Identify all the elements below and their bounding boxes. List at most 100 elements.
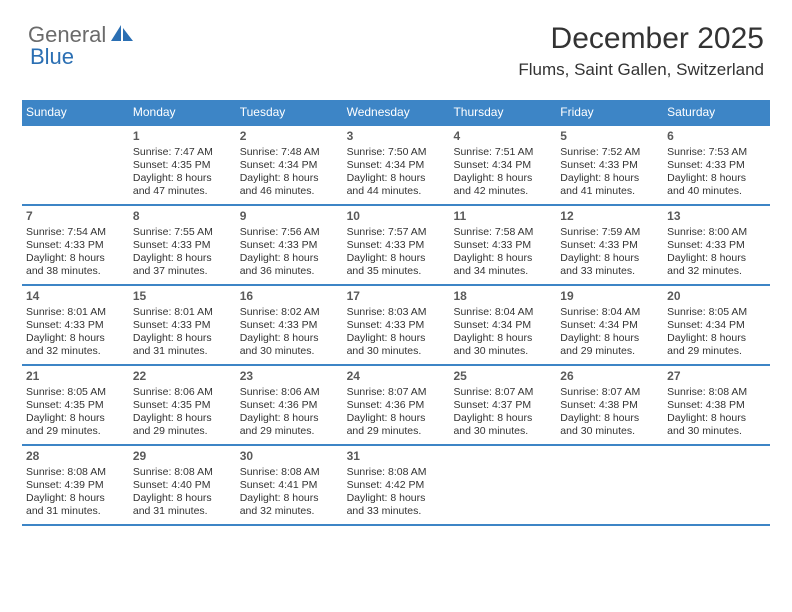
weekday-header-row: SundayMondayTuesdayWednesdayThursdayFrid… <box>22 100 770 124</box>
daylight-text: Daylight: 8 hours <box>347 332 446 345</box>
day-number: 8 <box>133 209 232 224</box>
day-cell: 20Sunrise: 8:05 AMSunset: 4:34 PMDayligh… <box>663 286 770 364</box>
week-row: 21Sunrise: 8:05 AMSunset: 4:35 PMDayligh… <box>22 364 770 444</box>
daylight-text: and 34 minutes. <box>453 265 552 278</box>
sunrise-text: Sunrise: 8:06 AM <box>240 386 339 399</box>
weekday-header: Saturday <box>663 100 770 124</box>
sunrise-text: Sunrise: 7:48 AM <box>240 146 339 159</box>
daylight-text: and 38 minutes. <box>26 265 125 278</box>
day-cell: 6Sunrise: 7:53 AMSunset: 4:33 PMDaylight… <box>663 126 770 204</box>
sunset-text: Sunset: 4:41 PM <box>240 479 339 492</box>
day-number: 25 <box>453 369 552 384</box>
sunrise-text: Sunrise: 7:54 AM <box>26 226 125 239</box>
day-cell: 22Sunrise: 8:06 AMSunset: 4:35 PMDayligh… <box>129 366 236 444</box>
day-cell: 2 Sunrise: 7:48 AMSunset: 4:34 PMDaylight… <box>236 126 343 204</box>
daylight-text: Daylight: 8 hours <box>347 172 446 185</box>
day-number: 21 <box>26 369 125 384</box>
daylight-text: and 46 minutes. <box>240 185 339 198</box>
day-number: 20 <box>667 289 766 304</box>
day-cell <box>556 446 663 524</box>
sunset-text: Sunset: 4:38 PM <box>560 399 659 412</box>
sunset-text: Sunset: 4:39 PM <box>26 479 125 492</box>
weekday-header: Sunday <box>22 100 129 124</box>
sunrise-text: Sunrise: 8:02 AM <box>240 306 339 319</box>
daylight-text: and 44 minutes. <box>347 185 446 198</box>
day-cell: 7Sunrise: 7:54 AMSunset: 4:33 PMDaylight… <box>22 206 129 284</box>
sunrise-text: Sunrise: 8:03 AM <box>347 306 446 319</box>
day-cell: 10Sunrise: 7:57 AMSunset: 4:33 PMDayligh… <box>343 206 450 284</box>
daylight-text: and 36 minutes. <box>240 265 339 278</box>
daylight-text: and 47 minutes. <box>133 185 232 198</box>
daylight-text: and 30 minutes. <box>240 345 339 358</box>
day-number: 22 <box>133 369 232 384</box>
daylight-text: and 31 minutes. <box>133 345 232 358</box>
daylight-text: Daylight: 8 hours <box>347 492 446 505</box>
daylight-text: Daylight: 8 hours <box>560 332 659 345</box>
day-number: 3 <box>347 129 446 144</box>
daylight-text: Daylight: 8 hours <box>667 172 766 185</box>
sunrise-text: Sunrise: 8:07 AM <box>560 386 659 399</box>
day-number: 4 <box>453 129 552 144</box>
day-number: 26 <box>560 369 659 384</box>
daylight-text: and 32 minutes. <box>26 345 125 358</box>
week-row: 14Sunrise: 8:01 AMSunset: 4:33 PMDayligh… <box>22 284 770 364</box>
sunrise-text: Sunrise: 8:01 AM <box>133 306 232 319</box>
day-cell: 28Sunrise: 8:08 AMSunset: 4:39 PMDayligh… <box>22 446 129 524</box>
day-cell: 11Sunrise: 7:58 AMSunset: 4:33 PMDayligh… <box>449 206 556 284</box>
sunrise-text: Sunrise: 7:47 AM <box>133 146 232 159</box>
daylight-text: Daylight: 8 hours <box>240 332 339 345</box>
day-cell: 16Sunrise: 8:02 AMSunset: 4:33 PMDayligh… <box>236 286 343 364</box>
day-number: 23 <box>240 369 339 384</box>
day-number: 12 <box>560 209 659 224</box>
weekday-header: Wednesday <box>343 100 450 124</box>
day-cell <box>22 126 129 204</box>
day-cell: 27Sunrise: 8:08 AMSunset: 4:38 PMDayligh… <box>663 366 770 444</box>
day-cell <box>449 446 556 524</box>
sunset-text: Sunset: 4:36 PM <box>240 399 339 412</box>
daylight-text: Daylight: 8 hours <box>26 492 125 505</box>
daylight-text: and 33 minutes. <box>560 265 659 278</box>
daylight-text: and 29 minutes. <box>26 425 125 438</box>
daylight-text: and 33 minutes. <box>347 505 446 518</box>
day-cell: 1Sunrise: 7:47 AMSunset: 4:35 PMDaylight… <box>129 126 236 204</box>
sunrise-text: Sunrise: 8:08 AM <box>26 466 125 479</box>
sunset-text: Sunset: 4:34 PM <box>667 319 766 332</box>
day-number: 31 <box>347 449 446 464</box>
sunrise-text: Sunrise: 8:08 AM <box>133 466 232 479</box>
week-row: 7Sunrise: 7:54 AMSunset: 4:33 PMDaylight… <box>22 204 770 284</box>
day-number: 10 <box>347 209 446 224</box>
day-number: 5 <box>560 129 659 144</box>
day-number: 27 <box>667 369 766 384</box>
sunset-text: Sunset: 4:33 PM <box>560 239 659 252</box>
day-cell: 15Sunrise: 8:01 AMSunset: 4:33 PMDayligh… <box>129 286 236 364</box>
day-number: 13 <box>667 209 766 224</box>
sunset-text: Sunset: 4:33 PM <box>453 239 552 252</box>
daylight-text: Daylight: 8 hours <box>240 172 339 185</box>
sunrise-text: Sunrise: 7:53 AM <box>667 146 766 159</box>
day-number: 18 <box>453 289 552 304</box>
daylight-text: Daylight: 8 hours <box>347 252 446 265</box>
daylight-text: and 29 minutes. <box>347 425 446 438</box>
daylight-text: and 30 minutes. <box>560 425 659 438</box>
sunset-text: Sunset: 4:33 PM <box>667 159 766 172</box>
daylight-text: Daylight: 8 hours <box>560 172 659 185</box>
weekday-header: Thursday <box>449 100 556 124</box>
calendar-grid: SundayMondayTuesdayWednesdayThursdayFrid… <box>22 100 770 526</box>
day-cell: 13Sunrise: 8:00 AMSunset: 4:33 PMDayligh… <box>663 206 770 284</box>
daylight-text: Daylight: 8 hours <box>240 492 339 505</box>
sunset-text: Sunset: 4:34 PM <box>240 159 339 172</box>
daylight-text: and 29 minutes. <box>133 425 232 438</box>
sunset-text: Sunset: 4:33 PM <box>347 319 446 332</box>
sunrise-text: Sunrise: 7:57 AM <box>347 226 446 239</box>
daylight-text: Daylight: 8 hours <box>133 332 232 345</box>
week-row: 28Sunrise: 8:08 AMSunset: 4:39 PMDayligh… <box>22 444 770 524</box>
sunrise-text: Sunrise: 7:50 AM <box>347 146 446 159</box>
sunrise-text: Sunrise: 8:07 AM <box>453 386 552 399</box>
day-cell: 18Sunrise: 8:04 AMSunset: 4:34 PMDayligh… <box>449 286 556 364</box>
day-number: 11 <box>453 209 552 224</box>
sunrise-text: Sunrise: 7:59 AM <box>560 226 659 239</box>
day-number: 2 <box>240 129 339 144</box>
daylight-text: Daylight: 8 hours <box>26 332 125 345</box>
sunset-text: Sunset: 4:34 PM <box>453 319 552 332</box>
sunset-text: Sunset: 4:33 PM <box>560 159 659 172</box>
